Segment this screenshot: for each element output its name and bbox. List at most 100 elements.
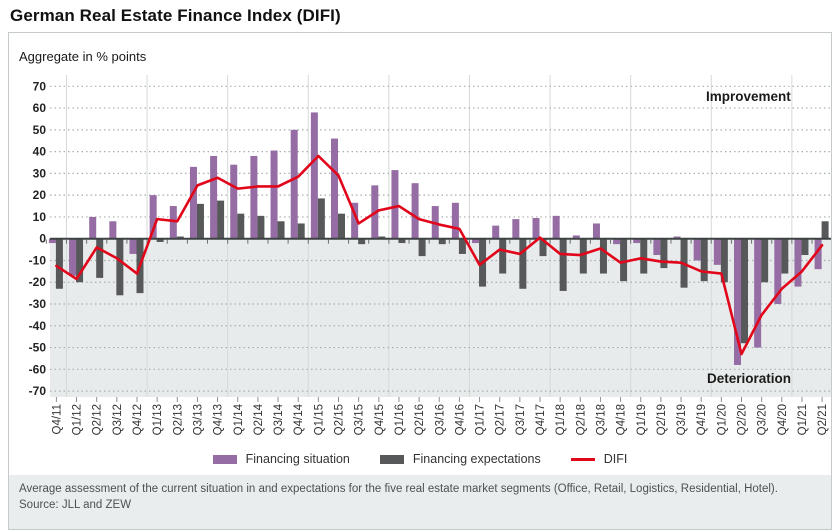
x-tick-label: Q1/20 bbox=[716, 404, 728, 435]
bar-financing-expectations bbox=[55, 238, 63, 289]
y-tick-label: 0 bbox=[39, 232, 46, 246]
x-tick-label: Q4/18 bbox=[616, 404, 628, 435]
bar-financing-expectations bbox=[237, 213, 245, 239]
bar-financing-situation bbox=[713, 238, 721, 265]
bar-financing-expectations bbox=[317, 198, 325, 239]
x-tick-label: Q3/18 bbox=[595, 404, 607, 435]
footer-source: Source: JLL and ZEW bbox=[19, 499, 132, 511]
bar-financing-situation bbox=[149, 195, 157, 239]
bar-financing-situation bbox=[673, 236, 681, 239]
bar-financing-situation bbox=[89, 216, 97, 239]
y-tick-label: 60 bbox=[33, 101, 47, 115]
bar-financing-expectations bbox=[579, 238, 587, 274]
chart-legend: Financing situation Financing expectatio… bbox=[9, 452, 831, 466]
x-tick-label: Q3/12 bbox=[112, 404, 124, 435]
bar-financing-situation bbox=[230, 164, 238, 239]
x-tick-label: Q4/17 bbox=[535, 404, 547, 435]
x-tick-label: Q2/12 bbox=[92, 404, 104, 435]
legend-label: DIFI bbox=[603, 452, 628, 466]
bar-financing-situation bbox=[270, 150, 278, 239]
y-tick-label: 70 bbox=[33, 79, 47, 93]
bar-financing-expectations bbox=[438, 238, 446, 245]
bar-financing-expectations bbox=[620, 238, 628, 282]
bar-financing-situation bbox=[169, 206, 177, 239]
bar-financing-expectations bbox=[801, 238, 809, 256]
bar-financing-expectations bbox=[297, 223, 305, 239]
x-tick-label: Q1/18 bbox=[555, 404, 567, 435]
difi-line bbox=[55, 154, 824, 356]
bar-financing-situation bbox=[109, 221, 117, 239]
y-tick-label: -20 bbox=[29, 275, 47, 289]
bar-financing-situation bbox=[129, 238, 137, 254]
x-tick-label: Q2/14 bbox=[253, 403, 265, 435]
bar-financing-situation bbox=[794, 238, 802, 287]
bar-financing-situation bbox=[693, 238, 701, 261]
bar-financing-situation bbox=[653, 238, 661, 256]
x-tick-label: Q4/16 bbox=[454, 404, 466, 435]
x-tick-label: Q2/19 bbox=[656, 404, 668, 435]
x-tick-label: Q2/16 bbox=[414, 404, 426, 435]
bar-financing-expectations bbox=[599, 238, 607, 274]
x-tick-label: Q3/14 bbox=[273, 403, 285, 435]
bar-financing-situation bbox=[451, 202, 459, 239]
page-title: German Real Estate Finance Index (DIFI) bbox=[10, 6, 341, 25]
x-tick-label: Q3/15 bbox=[354, 404, 366, 435]
deterioration-label: Deterioration bbox=[707, 371, 792, 386]
bar-financing-situation bbox=[633, 238, 641, 244]
y-tick-label: -50 bbox=[29, 341, 47, 355]
bar-financing-expectations bbox=[257, 215, 265, 239]
bar-financing-expectations bbox=[761, 238, 769, 283]
bar-financing-situation bbox=[774, 238, 782, 305]
bar-financing-expectations bbox=[358, 238, 366, 245]
x-tick-label: Q1/21 bbox=[797, 404, 809, 435]
bar-financing-situation bbox=[532, 218, 540, 239]
bar-financing-expectations bbox=[640, 238, 648, 274]
bar-financing-situation bbox=[552, 215, 560, 239]
chart-footer: Average assessment of the current situat… bbox=[9, 475, 831, 529]
bar-financing-situation bbox=[69, 238, 77, 276]
y-tick-label: -60 bbox=[29, 362, 47, 376]
x-tick-label: Q2/18 bbox=[575, 404, 587, 435]
bar-financing-situation bbox=[572, 235, 580, 239]
bar-financing-expectations bbox=[196, 203, 204, 239]
bar-financing-situation bbox=[189, 166, 197, 239]
bar-financing-expectations bbox=[76, 238, 84, 283]
bar-financing-expectations bbox=[700, 238, 708, 282]
x-tick-label: Q1/16 bbox=[394, 404, 406, 435]
bar-financing-expectations bbox=[116, 238, 124, 296]
x-tick-label: Q1/12 bbox=[72, 404, 84, 435]
x-tick-label: Q2/21 bbox=[817, 404, 829, 435]
bar-financing-situation bbox=[472, 238, 480, 244]
bar-financing-situation bbox=[391, 170, 399, 239]
legend-label: Financing expectations bbox=[412, 452, 541, 466]
x-tick-label: Q4/19 bbox=[696, 404, 708, 435]
bar-financing-situation bbox=[512, 219, 520, 239]
x-tick-label: Q3/19 bbox=[676, 404, 688, 435]
legend-item-difi: DIFI bbox=[570, 452, 628, 466]
bar-financing-situation bbox=[210, 155, 218, 239]
bar-financing-expectations bbox=[156, 238, 164, 242]
bar-financing-situation bbox=[592, 223, 600, 239]
difi-line-swatch-icon bbox=[570, 457, 595, 461]
x-tick-label: Q3/17 bbox=[515, 404, 527, 435]
footer-caption: Average assessment of the current situat… bbox=[19, 483, 778, 495]
bar-financing-situation bbox=[492, 225, 500, 239]
y-tick-label: 10 bbox=[33, 210, 47, 224]
bar-financing-expectations bbox=[176, 236, 184, 239]
y-tick-label: 30 bbox=[33, 166, 47, 180]
bar-financing-expectations bbox=[519, 238, 527, 289]
x-tick-label: Q2/13 bbox=[172, 404, 184, 435]
bar-financing-expectations bbox=[458, 238, 466, 254]
bar-financing-expectations bbox=[499, 238, 507, 274]
bar-financing-expectations bbox=[821, 221, 829, 239]
bar-financing-expectations bbox=[277, 221, 285, 239]
x-tick-label: Q4/12 bbox=[132, 404, 144, 435]
x-tick-label: Q2/15 bbox=[334, 404, 346, 435]
x-tick-label: Q3/20 bbox=[757, 404, 769, 435]
bar-financing-expectations bbox=[217, 200, 225, 239]
bar-financing-situation bbox=[351, 202, 359, 239]
bar-financing-situation bbox=[814, 238, 822, 270]
bar-financing-situation bbox=[290, 129, 298, 239]
y-tick-label: 50 bbox=[33, 123, 47, 137]
